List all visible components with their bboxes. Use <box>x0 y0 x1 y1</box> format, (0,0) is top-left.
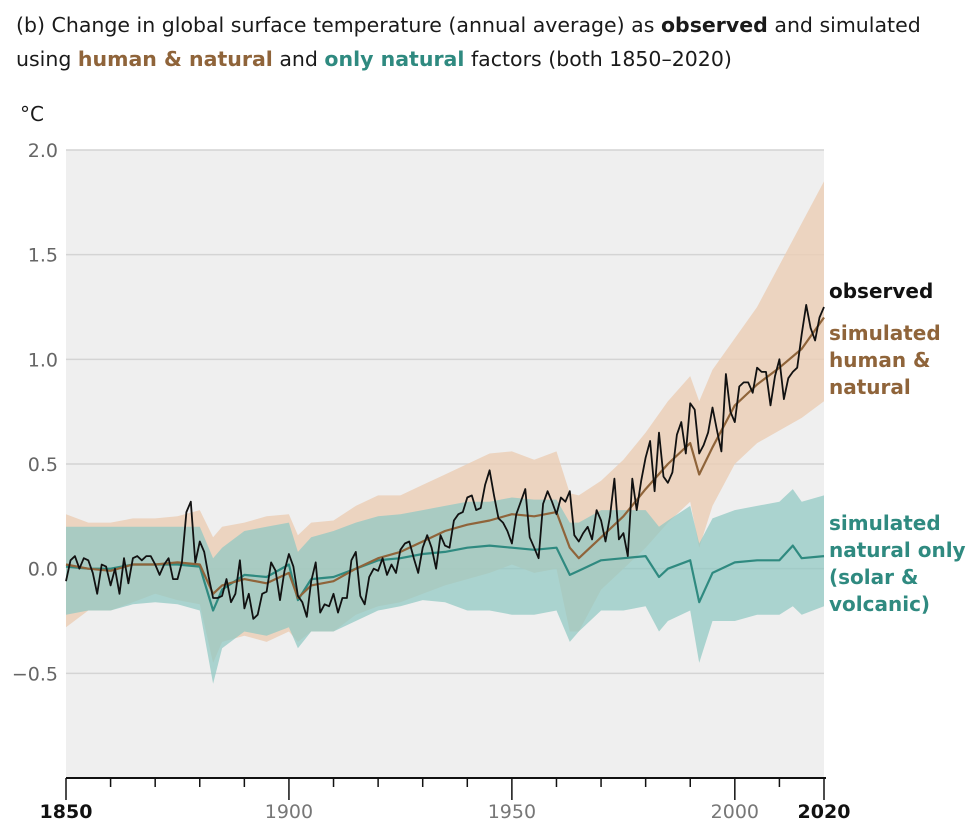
y-tick-label: 1.5 <box>28 245 58 267</box>
y-tick-label: 2.0 <box>28 140 58 162</box>
observed-line <box>65 303 825 620</box>
title-part1: (b) Change in global surface temperature… <box>16 13 661 37</box>
series-labels: observed simulated human & natural simulated… <box>829 279 966 616</box>
y-tick-label: 0.0 <box>28 559 58 581</box>
natural-only-line <box>65 544 825 612</box>
title-part2: and simulated using <box>16 13 921 71</box>
y-axis-unit: °C <box>20 102 44 126</box>
title-only-natural: only natural <box>324 47 465 71</box>
x-tick-label: 1850 <box>40 801 93 823</box>
label-natural-only: simulated natural only (solar & volcanic) <box>829 511 966 616</box>
y-tick-label: 0.5 <box>28 454 58 476</box>
x-tick-label: 1900 <box>265 801 313 823</box>
gridlines <box>66 149 824 675</box>
x-tick-label: 2000 <box>711 801 759 823</box>
label-observed: observed <box>829 279 933 303</box>
uncertainty-bands <box>66 181 824 684</box>
label-human-natural: simulated human & natural <box>829 321 941 399</box>
title-part4: factors (both 1850–2020) <box>464 47 732 71</box>
human-natural-line <box>65 316 825 600</box>
title-part3: and <box>272 47 325 71</box>
series-lines <box>65 303 825 620</box>
y-tick-label: 1.0 <box>28 349 58 371</box>
y-tick-label: −0.5 <box>12 663 58 685</box>
x-tick-label: 1950 <box>488 801 536 823</box>
title-observed: observed <box>660 13 768 37</box>
y-axis-ticks: 2.0 1.5 1.0 0.5 0.0 −0.5 <box>12 140 58 685</box>
chart-title: (b) Change in global surface temperature… <box>16 8 956 76</box>
x-tick-label: 2020 <box>798 801 851 823</box>
x-axis: 1850 1900 1950 2000 2020 <box>40 777 851 823</box>
band-natural-only <box>66 489 824 684</box>
title-human-natural: human & natural <box>77 47 273 71</box>
